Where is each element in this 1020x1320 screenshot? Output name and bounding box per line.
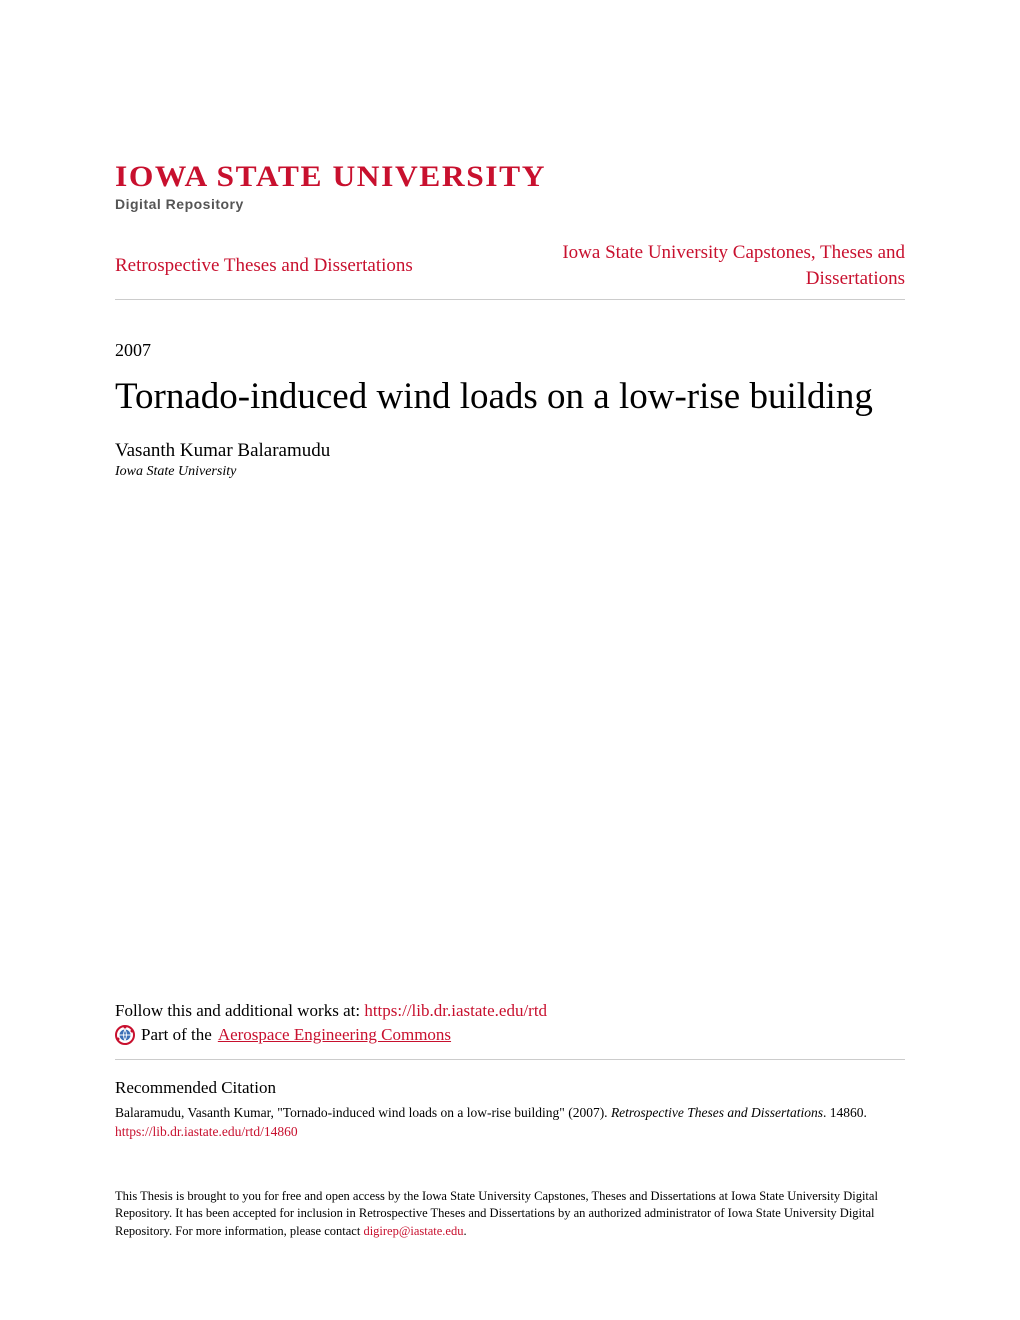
logo-university-name: IOWA STATE UNIVERSITY — [115, 160, 944, 194]
follow-prefix: Follow this and additional works at: — [115, 1001, 364, 1020]
collection-link-right[interactable]: Iowa State University Capstones, Theses … — [525, 240, 905, 291]
author-affiliation: Iowa State University — [115, 464, 905, 480]
footer-email-link[interactable]: digirep@iastate.edu — [363, 1224, 463, 1238]
footer-text-prefix: This Thesis is brought to you for free a… — [115, 1189, 878, 1238]
citation-heading: Recommended Citation — [115, 1078, 905, 1098]
footer-text: This Thesis is brought to you for free a… — [115, 1188, 905, 1241]
follow-url-link[interactable]: https://lib.dr.iastate.edu/rtd — [364, 1001, 547, 1020]
paper-title: Tornado-induced wind loads on a low-rise… — [115, 375, 905, 419]
logo-subtitle: Digital Repository — [115, 196, 905, 212]
citation-text-italic: Retrospective Theses and Dissertations — [611, 1105, 823, 1120]
citation-url: https://lib.dr.iastate.edu/rtd/14860 — [115, 1124, 905, 1140]
partof-prefix: Part of the — [141, 1025, 212, 1045]
partof-row: Part of the Aerospace Engineering Common… — [115, 1025, 905, 1045]
page-container: IOWA STATE UNIVERSITY Digital Repository… — [0, 0, 1020, 1320]
citation-url-link[interactable]: https://lib.dr.iastate.edu/rtd/14860 — [115, 1124, 298, 1139]
network-globe-icon — [115, 1025, 135, 1045]
citation-text: Balaramudu, Vasanth Kumar, "Tornado-indu… — [115, 1104, 905, 1122]
collection-link-left[interactable]: Retrospective Theses and Dissertations — [115, 255, 413, 277]
section-divider — [115, 1059, 905, 1060]
citation-text-prefix: Balaramudu, Vasanth Kumar, "Tornado-indu… — [115, 1105, 611, 1120]
author-name: Vasanth Kumar Balaramudu — [115, 440, 905, 462]
vertical-spacer — [115, 480, 905, 1002]
footer-text-suffix: . — [463, 1224, 466, 1238]
logo-block: IOWA STATE UNIVERSITY Digital Repository — [115, 160, 905, 212]
follow-section: Follow this and additional works at: htt… — [115, 1001, 905, 1021]
citation-text-suffix: . 14860. — [823, 1105, 867, 1120]
publication-year: 2007 — [115, 340, 905, 361]
header-links-row: Retrospective Theses and Dissertations I… — [115, 240, 905, 300]
partof-commons-link[interactable]: Aerospace Engineering Commons — [218, 1025, 451, 1045]
